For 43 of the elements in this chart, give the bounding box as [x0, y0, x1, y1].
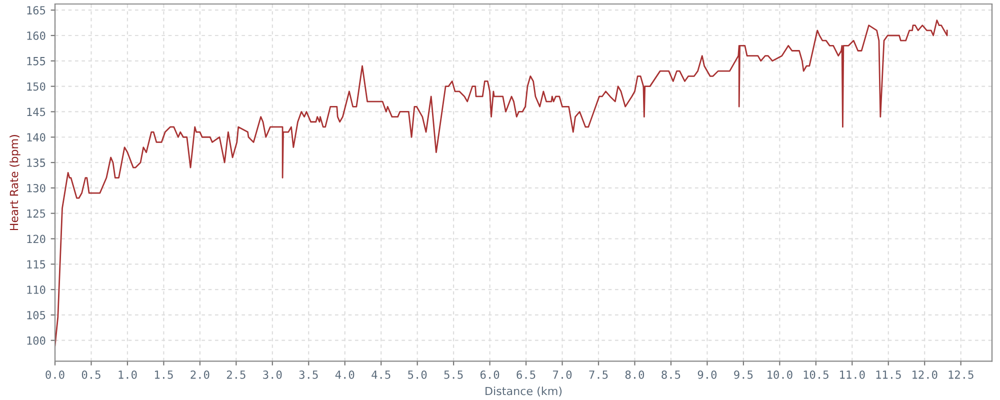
- y-tick-label: 135: [27, 158, 46, 167]
- y-tick-label: 110: [27, 286, 46, 294]
- x-tick-label: 8.5: [662, 370, 680, 379]
- y-tick-label: 125: [27, 209, 46, 218]
- x-tick-label: 2.0: [190, 370, 210, 379]
- x-tick-label: 10.0: [768, 370, 792, 379]
- x-tick-label: 8.0: [625, 370, 644, 379]
- x-tick-label: 1.0: [118, 370, 137, 379]
- x-tick-label: 4.0: [335, 370, 354, 379]
- x-tick-label: 12.5: [948, 370, 974, 379]
- y-tick-label: 120: [27, 234, 46, 244]
- line-series: [55, 20, 948, 346]
- x-tick-label: 9.5: [734, 370, 753, 379]
- x-tick-label: 10.5: [804, 370, 828, 379]
- x-tick-label: 5.0: [408, 370, 427, 379]
- y-tick-label: 130: [27, 184, 46, 192]
- y-tick-label: 155: [27, 57, 46, 66]
- y-tick-label: 100: [27, 336, 46, 345]
- x-tick-label: 3.0: [263, 370, 282, 379]
- x-tick-label: 12.0: [912, 370, 938, 379]
- x-tick-label: 11.5: [876, 370, 901, 379]
- x-tick-label: 0.5: [82, 370, 100, 379]
- y-tick-label: 115: [27, 260, 46, 269]
- y-tick-label: 140: [27, 133, 46, 142]
- y-tick-label: 145: [27, 108, 46, 116]
- x-tick-label: 0.0: [46, 370, 64, 379]
- x-tick-label: 6.0: [480, 370, 500, 379]
- x-tick-label: 7.0: [552, 370, 572, 379]
- x-tick-label: 1.5: [155, 370, 173, 379]
- y-tick-label: 105: [27, 310, 46, 320]
- x-tick-label: 2.5: [226, 370, 246, 379]
- x-tick-label: 5.5: [444, 370, 463, 379]
- y-tick-label: 150: [27, 82, 46, 91]
- y-axis-title: Heart Rate (bpm): [10, 135, 20, 230]
- x-tick-label: 9.0: [698, 370, 717, 379]
- y-tick-label: 165: [27, 6, 46, 15]
- x-tick-label: 4.5: [372, 370, 390, 379]
- x-tick-label: 7.5: [589, 370, 608, 379]
- x-tick-label: 3.5: [299, 370, 318, 379]
- x-tick-label: 11.0: [840, 370, 865, 379]
- y-tick-label: 160: [27, 32, 46, 40]
- x-tick-label: 6.5: [516, 370, 536, 379]
- x-axis-title: Distance (km): [486, 386, 562, 397]
